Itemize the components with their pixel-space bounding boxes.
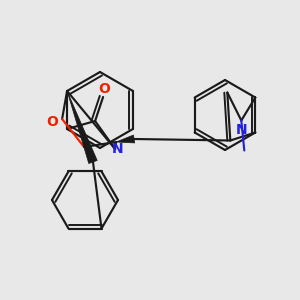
Polygon shape [67, 91, 97, 164]
Polygon shape [116, 135, 135, 143]
Text: N: N [111, 142, 123, 156]
Text: O: O [46, 115, 58, 129]
Text: N: N [236, 124, 247, 137]
Text: O: O [98, 82, 110, 96]
